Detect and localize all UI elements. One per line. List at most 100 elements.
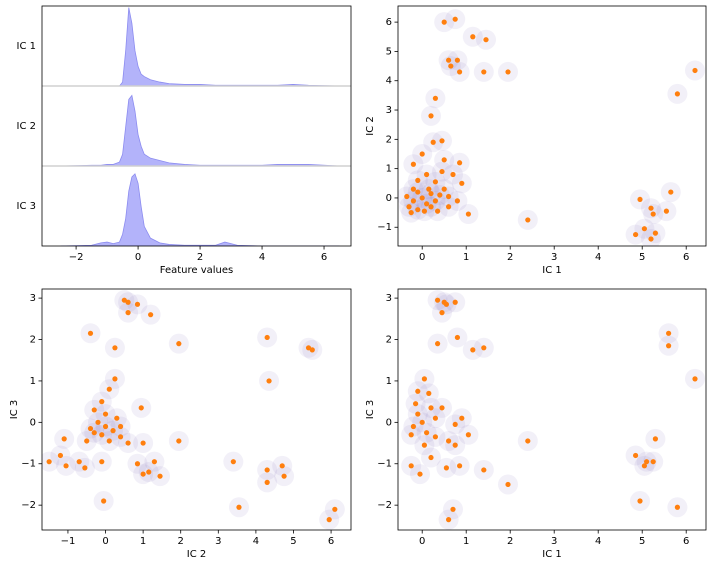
x-tick-label: 1 <box>463 252 469 263</box>
scatter-point <box>138 405 144 411</box>
scatter-point <box>446 193 452 200</box>
scatter-point <box>441 19 447 25</box>
scatter-point <box>134 301 141 307</box>
scatter-point <box>413 401 419 407</box>
scatter-point <box>428 190 434 197</box>
y-axis-label: IC 3 <box>9 400 20 419</box>
y-tick-label: 2 <box>386 134 392 145</box>
scatter-point <box>87 425 94 432</box>
scatter-point <box>650 211 656 217</box>
y-tick-label: 0 <box>30 417 36 428</box>
y-tick-label: −2 <box>21 500 36 511</box>
x-tick-label: 4 <box>259 252 265 263</box>
scatter-point <box>417 471 423 477</box>
scatter-point <box>641 463 648 469</box>
scatter-point <box>430 139 436 145</box>
x-tick-label: 2 <box>507 536 513 547</box>
x-tick-label: 6 <box>321 252 327 263</box>
y-tick-label: 1 <box>30 376 36 387</box>
scatter-point <box>112 376 118 382</box>
y-axis-label: IC 3 <box>365 400 376 419</box>
scatter-point <box>454 334 460 341</box>
scatter-point <box>410 161 416 167</box>
scatter-point <box>439 310 445 316</box>
scatter-point <box>663 208 670 214</box>
scatter-point <box>419 151 425 157</box>
y-tick-label: 0 <box>386 193 392 204</box>
scatter-point <box>281 473 287 479</box>
plot-area <box>42 290 345 530</box>
x-axis-label: Feature values <box>160 265 234 276</box>
y-tick-label: 5 <box>386 46 392 57</box>
scatter-point <box>114 415 120 421</box>
scatter-point <box>279 463 285 469</box>
scatter-point <box>415 177 421 183</box>
scatter-point <box>102 423 109 430</box>
x-tick-label: −2 <box>69 252 84 263</box>
x-tick-label: 4 <box>595 252 601 263</box>
scatter-point <box>652 230 659 236</box>
scatter-point <box>415 207 421 213</box>
scatter-point <box>439 138 445 144</box>
scatter-point <box>465 211 471 217</box>
axes-frame <box>397 5 707 247</box>
y-tick-label: −1 <box>377 459 392 470</box>
scatter-point <box>101 498 107 504</box>
scatter-point <box>457 463 463 469</box>
ridge-label: IC 3 <box>17 201 36 212</box>
scatter-point <box>435 297 441 303</box>
scatter-point <box>505 69 511 75</box>
scatter-point <box>106 386 112 392</box>
scatter-point <box>692 67 698 74</box>
x-tick-label: 6 <box>328 536 334 547</box>
scatter-point <box>421 376 427 382</box>
scatter-point <box>426 390 432 396</box>
scatter-point <box>450 171 456 178</box>
y-tick-label: 3 <box>386 293 392 304</box>
scatter-point <box>91 407 97 413</box>
scatter-point <box>125 310 131 316</box>
scatter-point <box>410 186 416 192</box>
scatter-point <box>437 192 443 198</box>
y-tick-label: 2 <box>30 335 36 346</box>
scatter-point <box>481 69 487 75</box>
scatter-point <box>99 399 105 405</box>
scatter-point <box>465 432 471 438</box>
scatter-point <box>637 498 643 504</box>
scatter-point <box>470 34 476 40</box>
scatter-point <box>637 196 643 203</box>
plot-area <box>398 9 705 246</box>
scatter-point <box>454 57 460 63</box>
density-area <box>60 7 340 87</box>
scatter-point <box>446 517 452 523</box>
scatter-point <box>432 179 438 185</box>
x-tick-label: 0 <box>135 252 141 263</box>
plot-area <box>401 290 705 530</box>
x-tick-label: 3 <box>551 252 557 263</box>
scatter-point <box>452 442 458 448</box>
scatter-point <box>110 428 116 434</box>
y-tick-label: −1 <box>377 222 392 233</box>
scatter-point <box>264 334 270 341</box>
scatter-point <box>140 440 146 446</box>
scatter-point <box>102 411 109 417</box>
scatter-point <box>134 461 141 467</box>
scatter-point <box>125 299 131 305</box>
y-tick-label: 2 <box>386 335 392 346</box>
scatter-point <box>117 434 124 440</box>
scatter-point <box>666 330 672 336</box>
x-tick-label: 5 <box>639 252 645 263</box>
x-tick-label: 5 <box>639 536 645 547</box>
scatter-point <box>459 180 465 186</box>
scatter-point <box>428 113 434 119</box>
scatter-point <box>424 201 430 207</box>
scatter-point <box>446 438 452 444</box>
scatter-point <box>84 438 90 444</box>
scatter-point <box>408 209 414 216</box>
scatter-point <box>61 436 67 442</box>
scatter-point <box>457 69 463 75</box>
x-tick-label: 6 <box>683 536 689 547</box>
scatter-point <box>106 438 112 444</box>
scatter-point <box>426 186 432 192</box>
